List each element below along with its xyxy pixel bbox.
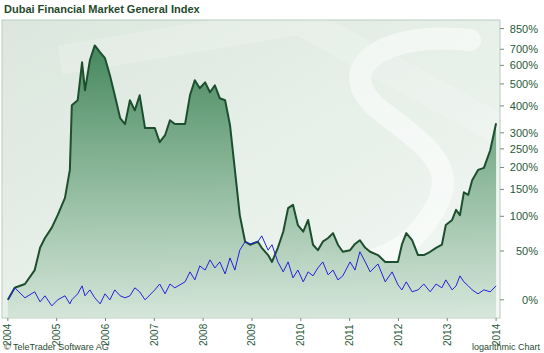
y-tick [500,250,504,251]
y-tick [500,132,504,133]
comparison-line [8,236,496,306]
plot-data [8,45,496,318]
chart: 850% 700% 600% 500% 400% 300% 250% 200% 150% 100%… [0,0,544,353]
x-tick-label: 2010 [295,323,306,346]
y-tick-label: 250% [510,143,538,155]
annotation: © TeleTrader Software AG [4,342,109,352]
y-tick-label: 700% [510,43,538,55]
x-tick [447,318,448,321]
x-tick [203,318,204,321]
x-tick [398,318,399,321]
annotation: logarithmic Chart [472,342,541,352]
y-tick-label: 850% [510,23,538,35]
x-tick-label: 2012 [393,323,404,346]
y-tick-label: 100% [510,210,538,222]
y-tick [500,65,504,66]
y-tick-label: 50% [516,245,538,257]
x-tick [251,318,252,321]
x-tick-label: 2009 [246,323,257,346]
plot-background [2,20,500,318]
y-tick [500,299,504,300]
watermark-streak [60,20,500,130]
y-tick [500,28,504,29]
y-tick-label: 0% [522,294,538,306]
title: Dubai Financial Market General Index [4,3,200,15]
x-tick [7,318,8,321]
y-tick-label: 500% [510,78,538,90]
y-tick [500,189,504,190]
x-tick-label: 2008 [198,323,209,346]
x-tick [105,318,106,321]
area-fill [8,45,496,318]
page-background [0,0,544,353]
y-tick-label: 300% [510,127,538,139]
y-tick-label: 200% [510,161,538,173]
x-tick [349,318,350,321]
x-tick-label: 2007 [149,323,160,346]
x-tick [300,318,301,321]
y-tick [500,49,504,50]
plot-frame [2,20,500,318]
x-tick [496,318,497,321]
y-tick [500,105,504,106]
y-tick [500,216,504,217]
x-tick [56,318,57,321]
x-tick-label: 2011 [344,324,355,346]
y-tick-label: 400% [510,100,538,112]
x-tick [154,318,155,321]
y-tick [500,148,504,149]
y-tick [500,167,504,168]
y-tick-label: 600% [510,59,538,71]
index-line [8,45,496,299]
y-tick [500,83,504,84]
y-tick-label: 150% [510,183,538,195]
x-tick-label: 2013 [442,323,453,346]
